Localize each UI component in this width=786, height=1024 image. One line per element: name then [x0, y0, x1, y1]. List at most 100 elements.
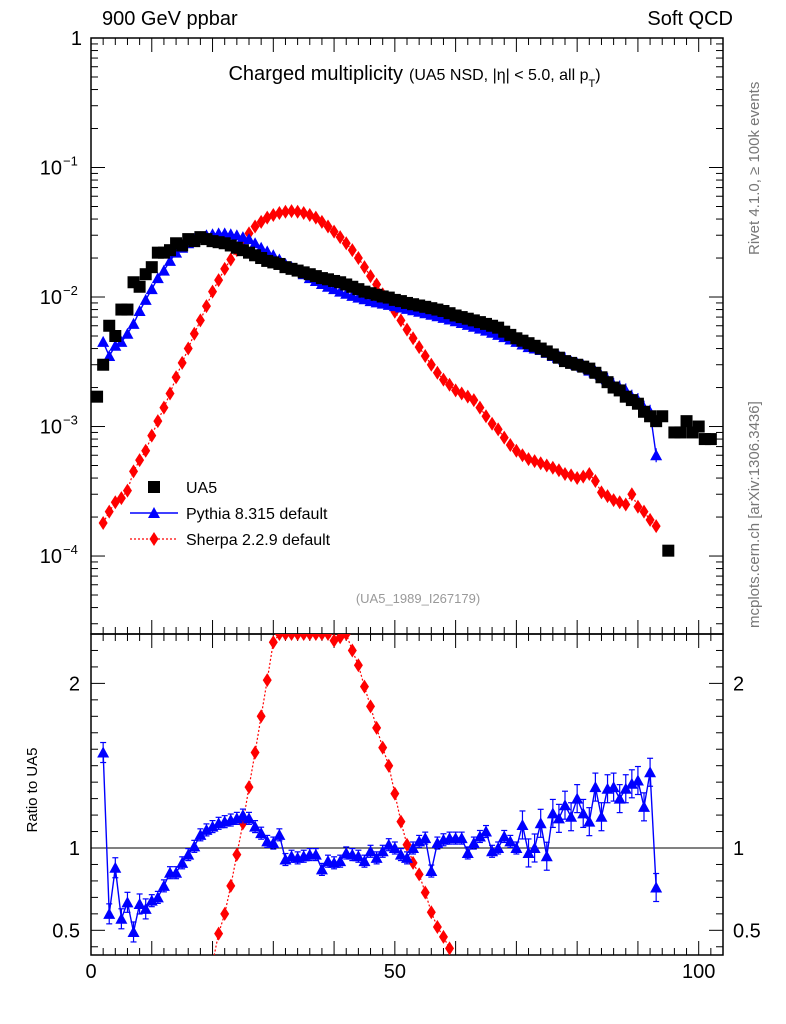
sherpa-main-point: [615, 495, 625, 510]
pythia-ratio-point: [334, 855, 347, 867]
ua5-data-point: [656, 410, 669, 423]
sherpa-main-point: [104, 504, 114, 519]
sherpa-main-point: [122, 483, 132, 498]
sherpa-main-point: [432, 365, 442, 380]
main-y-tick-label: 10: [40, 287, 62, 309]
pythia-main-point: [115, 335, 128, 347]
sherpa-main-point: [366, 269, 376, 284]
pythia-ratio-point: [552, 812, 565, 824]
ratio-y-axis-label: Ratio to UA5: [24, 747, 41, 832]
main-y-tick-label: 1: [71, 28, 82, 50]
pythia-ratio-point: [516, 818, 529, 830]
ratio-y-tick-label-right: 1: [733, 838, 744, 860]
legend: UA5 Pythia 8.315 default Sherpa 2.2.9 defa…: [130, 480, 331, 549]
sherpa-ratio-point: [317, 634, 327, 641]
sherpa-main-point: [116, 491, 126, 506]
pythia-main-point: [249, 237, 262, 249]
pythia-ratio-point: [121, 896, 134, 908]
pythia-ratio-point: [97, 746, 110, 758]
pythia-ratio-point: [583, 815, 596, 827]
sherpa-main-point: [505, 437, 515, 452]
pythia-ratio-point: [279, 853, 292, 865]
sherpa-main-point: [572, 471, 582, 486]
pythia-main-point: [127, 317, 140, 329]
sherpa-ratio-point: [353, 658, 363, 673]
pythia-main-point: [145, 283, 158, 295]
sherpa-main-point: [469, 393, 479, 408]
sherpa-main-point: [347, 243, 357, 258]
pythia-ratio-point: [249, 820, 262, 832]
pythia-main-point: [109, 339, 122, 351]
pythia-ratio-point: [534, 817, 547, 829]
sherpa-main-point: [317, 214, 327, 229]
sherpa-main-point: [353, 251, 363, 266]
pythia-ratio-point: [103, 907, 116, 919]
sherpa-main-point: [287, 204, 297, 219]
ua5-data-point: [109, 330, 122, 342]
ua5-data-point: [704, 433, 717, 446]
main-y-tick-exponent: −1: [63, 154, 78, 169]
sherpa-main-point: [542, 458, 552, 473]
sherpa-main-point: [396, 313, 406, 328]
sherpa-main-point: [420, 349, 430, 364]
pythia-ratio-point: [145, 894, 158, 906]
sherpa-main-point: [171, 370, 181, 385]
legend-label-sherpa: Sherpa 2.2.9 default: [186, 532, 331, 549]
ua5-data-point: [261, 254, 274, 267]
pythia-ratio-point: [419, 832, 432, 844]
sherpa-main-point: [402, 322, 412, 337]
sherpa-ratio-point: [299, 634, 309, 641]
ua5-data-point: [151, 246, 164, 259]
pythia-ratio-point: [230, 812, 243, 824]
sherpa-ratio-point: [402, 837, 412, 852]
sherpa-main-point: [645, 512, 655, 527]
pythia-ratio-point: [315, 863, 328, 875]
sherpa-main-point: [627, 487, 637, 502]
sherpa-main-point: [408, 331, 418, 346]
ua5-data-point: [145, 261, 158, 274]
pythia-ratio-point: [461, 846, 474, 858]
pythia-ratio-point: [589, 781, 602, 793]
sherpa-ratio-point: [226, 878, 236, 893]
pythia-ratio-point: [522, 846, 535, 858]
pythia-ratio-point: [504, 835, 517, 847]
legend-label-pythia: Pythia 8.315 default: [186, 506, 328, 523]
pythia-ratio-point: [206, 820, 219, 832]
sherpa-main-point: [445, 377, 455, 392]
pythia-ratio-point: [236, 809, 249, 821]
sherpa-ratio-point: [244, 780, 254, 795]
sherpa-main-point: [226, 252, 236, 267]
ratio-series-group: [97, 634, 663, 955]
pythia-ratio-point: [273, 828, 286, 840]
sherpa-ratio-point: [384, 758, 394, 773]
sherpa-main-point: [548, 460, 558, 475]
sherpa-main-point: [524, 452, 534, 467]
pythia-ratio-point: [267, 837, 280, 849]
ua5-data-point: [157, 246, 170, 259]
sherpa-main-point: [335, 230, 345, 245]
sherpa-main-point: [159, 400, 169, 415]
sherpa-ratio-point: [232, 847, 242, 862]
pythia-main-point: [103, 350, 116, 362]
pythia-ratio-point: [559, 799, 571, 811]
pythia-ratio-point: [358, 855, 371, 867]
pythia-ratio-point: [188, 840, 201, 852]
pythia-ratio-point: [650, 881, 663, 893]
sherpa-ratio-point: [268, 635, 278, 650]
pythia-ratio-point: [382, 838, 395, 850]
sherpa-ratio-point: [335, 634, 345, 645]
pythia-ratio-point: [480, 825, 492, 837]
pythia-main-point: [139, 293, 152, 305]
sherpa-main-point: [426, 357, 436, 372]
pythia-ratio-point: [467, 837, 480, 849]
pythia-ratio-point: [455, 832, 468, 844]
sherpa-main-point: [141, 443, 151, 458]
sherpa-ratio-point: [359, 679, 369, 694]
sherpa-main-point: [177, 355, 187, 370]
ua5-data-point: [674, 426, 687, 439]
pythia-ratio-point: [309, 848, 322, 860]
pythia-ratio-point: [638, 800, 650, 812]
sherpa-main-point: [147, 428, 157, 443]
ua5-data-point: [243, 246, 255, 259]
sherpa-main-point: [153, 414, 163, 429]
